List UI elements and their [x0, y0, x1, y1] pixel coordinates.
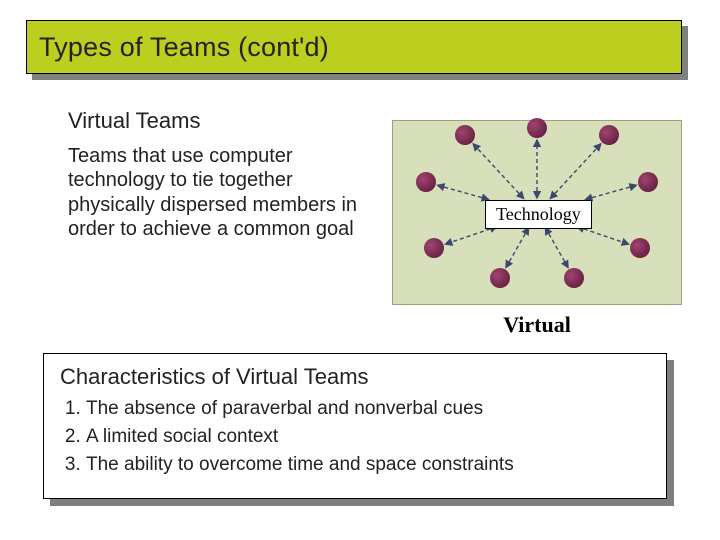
title-banner: Types of Teams (cont'd) — [26, 20, 682, 74]
diagram-node — [455, 125, 475, 145]
diagram-node — [638, 172, 658, 192]
slide-title: Types of Teams (cont'd) — [39, 32, 329, 63]
diagram-node — [416, 172, 436, 192]
section-heading-virtual-teams: Virtual Teams — [68, 108, 200, 134]
characteristics-box: Characteristics of Virtual Teams The abs… — [43, 353, 667, 499]
section-body-virtual-teams: Teams that use computer technology to ti… — [68, 144, 364, 242]
characteristics-item: The ability to overcome time and space c… — [86, 454, 650, 476]
diagram-center-label: Technology — [485, 200, 592, 229]
diagram-node — [630, 238, 650, 258]
characteristics-item: The absence of paraverbal and nonverbal … — [86, 398, 650, 420]
diagram-node — [527, 118, 547, 138]
diagram-node — [564, 268, 584, 288]
characteristics-heading: Characteristics of Virtual Teams — [60, 364, 650, 390]
diagram-node — [490, 268, 510, 288]
characteristics-list: The absence of paraverbal and nonverbal … — [60, 398, 650, 476]
diagram-caption: Virtual — [392, 312, 682, 338]
diagram-node — [599, 125, 619, 145]
characteristics-item: A limited social context — [86, 426, 650, 448]
virtual-team-diagram: Technology Virtual — [392, 120, 682, 345]
slide: Types of Teams (cont'd) Virtual Teams Te… — [0, 0, 720, 540]
diagram-node — [424, 238, 444, 258]
